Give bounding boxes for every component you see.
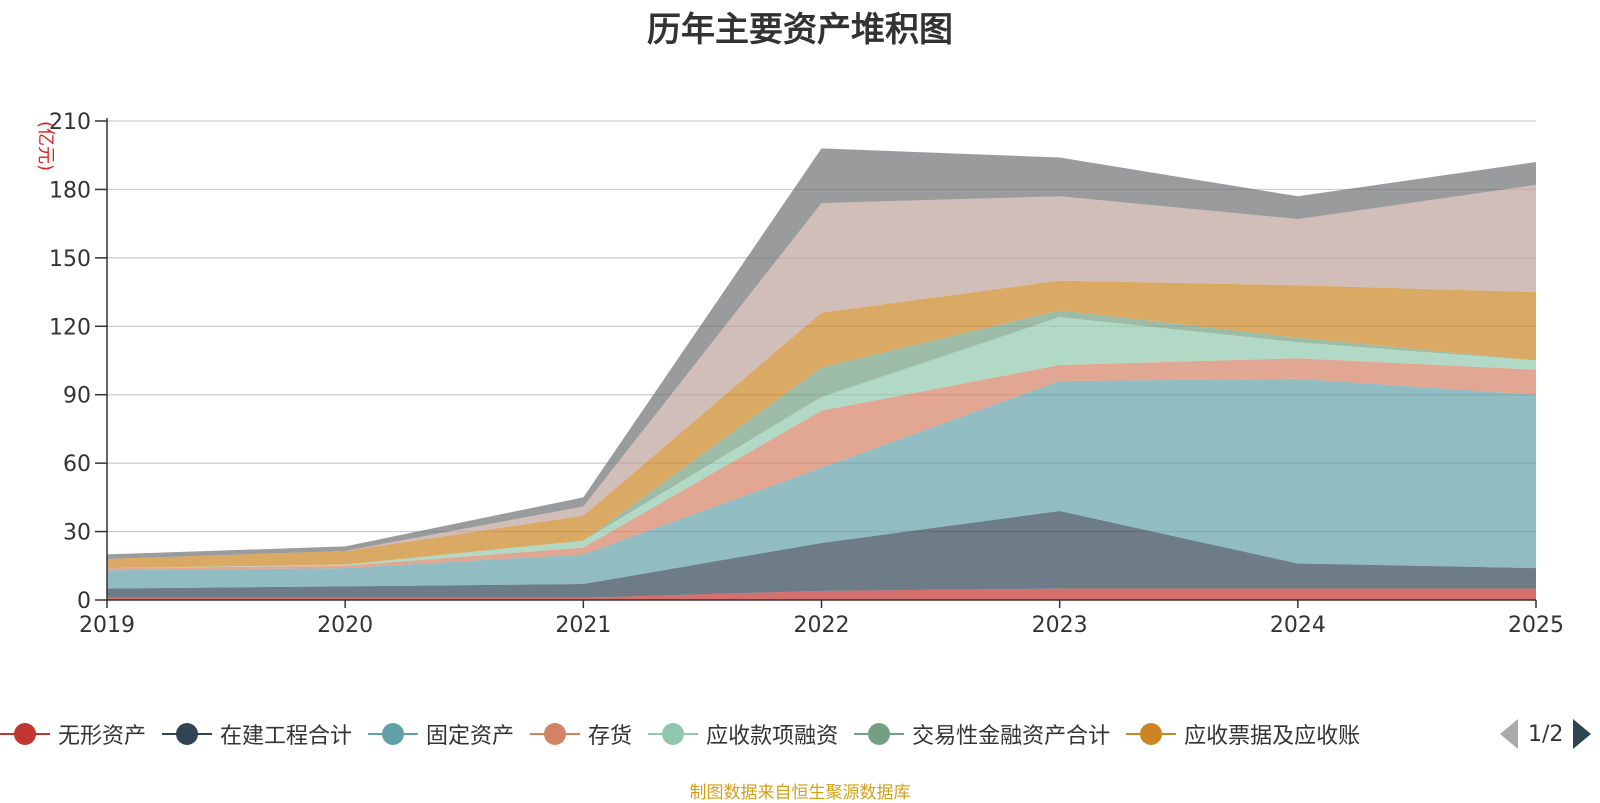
- y-tick-label: 90: [63, 384, 91, 409]
- y-tick-label: 180: [49, 178, 91, 203]
- legend-item[interactable]: 交易性金融资产合计: [854, 716, 1110, 752]
- y-tick-label: 150: [49, 247, 91, 272]
- area-存货: [107, 358, 1536, 571]
- legend-marker-icon: [368, 722, 419, 746]
- legend-marker-icon: [854, 722, 905, 746]
- legend-marker-icon: [648, 722, 699, 746]
- legend-dot: [1140, 723, 1163, 745]
- legend-marker-icon: [0, 722, 50, 746]
- legend-item[interactable]: 在建工程合计: [162, 716, 352, 752]
- legend-label: 在建工程合计: [220, 724, 353, 749]
- legend-prev-icon[interactable]: [1500, 719, 1518, 749]
- x-tick-label: 2024: [1270, 613, 1326, 638]
- x-tick-label: 2023: [1032, 613, 1088, 638]
- legend-item[interactable]: 无形资产: [0, 716, 146, 752]
- chart-title: 历年主要资产堆积图: [647, 10, 953, 50]
- x-tick-label: 2021: [555, 613, 611, 638]
- legend-marker-icon: [162, 722, 213, 746]
- legend-dot: [544, 723, 567, 745]
- legend-item[interactable]: 固定资产: [368, 716, 514, 752]
- x-tick-label: 2020: [317, 613, 373, 638]
- area-其他资产一: [107, 184, 1536, 559]
- legend-label: 无形资产: [58, 724, 147, 749]
- legend: 无形资产 在建工程合计 固定资产 存货 应收款项融资 交易性金融资产合计 应收票据及应收账: [0, 716, 1376, 752]
- legend-label: 应收款项融资: [706, 724, 839, 749]
- legend-dot: [662, 723, 685, 745]
- x-tick-label: 2019: [79, 613, 135, 638]
- y-tick-label: 30: [63, 521, 91, 546]
- legend-dot: [868, 723, 891, 745]
- legend-label: 应收票据及应收账: [1184, 724, 1361, 749]
- x-tick-label: 2025: [1508, 613, 1564, 638]
- legend-pager: 1/2: [1500, 716, 1592, 752]
- legend-dot: [14, 723, 36, 745]
- legend-item[interactable]: 存货: [530, 716, 632, 752]
- area-固定资产: [107, 378, 1536, 589]
- y-tick-label: 0: [77, 589, 91, 614]
- area-其他资产二: [107, 148, 1536, 559]
- legend-item[interactable]: 应收票据及应收账: [1126, 716, 1360, 752]
- legend-label: 存货: [588, 724, 633, 749]
- area-无形资产: [107, 588, 1536, 600]
- area-在建工程合计: [107, 511, 1536, 598]
- legend-marker-icon: [1126, 722, 1177, 746]
- source-note: 制图数据来自恒生聚源数据库: [689, 783, 911, 803]
- legend-marker-icon: [530, 722, 581, 746]
- legend-next-icon[interactable]: [1573, 719, 1592, 749]
- legend-label: 交易性金融资产合计: [912, 724, 1111, 749]
- legend-page-indicator: 1/2: [1528, 721, 1564, 747]
- y-tick-label: 210: [49, 110, 91, 135]
- legend-dot: [176, 723, 199, 745]
- x-tick-label: 2022: [794, 613, 850, 638]
- y-unit-label: (亿元): [35, 121, 56, 171]
- y-tick-label: 60: [63, 452, 91, 477]
- legend-dot: [382, 723, 405, 745]
- legend-item[interactable]: 应收款项融资: [648, 716, 838, 752]
- area-应收票据及应收账: [107, 280, 1536, 569]
- legend-label: 固定资产: [426, 724, 515, 749]
- y-tick-label: 120: [49, 315, 91, 340]
